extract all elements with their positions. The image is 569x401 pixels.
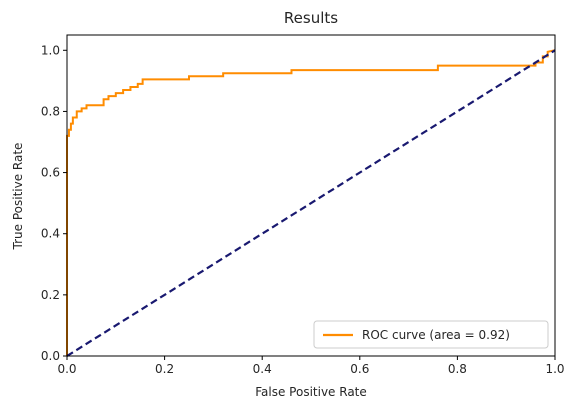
legend-label: ROC curve (area = 0.92) [362, 328, 510, 342]
y-tick-label: 0.6 [41, 166, 60, 180]
legend: ROC curve (area = 0.92) [313, 320, 549, 349]
x-axis-label: False Positive Rate [255, 385, 367, 399]
y-tick-label: 0.2 [41, 288, 60, 302]
plot-area: 0.0 0.2 0.4 0.6 0.8 1.0 0.0 0.2 0.4 0.6 0.8 1.0 [41, 34, 565, 376]
y-tick-label: 0.4 [41, 227, 60, 241]
x-tick-label: 0.8 [448, 362, 467, 376]
chance-diagonal-line [66, 49, 556, 357]
x-tick-label: 0.4 [253, 362, 272, 376]
y-axis-label: True Positive Rate [11, 143, 25, 251]
axes-frame [66, 34, 556, 357]
legend-box [313, 320, 549, 349]
y-tick-label: 1.0 [41, 43, 60, 57]
chart-title: Results [284, 9, 338, 27]
roc-curve-line [66, 49, 556, 356]
x-tick-label: 0.0 [57, 362, 76, 376]
x-tick-label: 1.0 [545, 362, 564, 376]
x-tick-label: 0.6 [350, 362, 369, 376]
y-tick-label: 0.8 [41, 104, 60, 118]
y-tick-label: 0.0 [41, 349, 60, 363]
x-tick-label: 0.2 [155, 362, 174, 376]
